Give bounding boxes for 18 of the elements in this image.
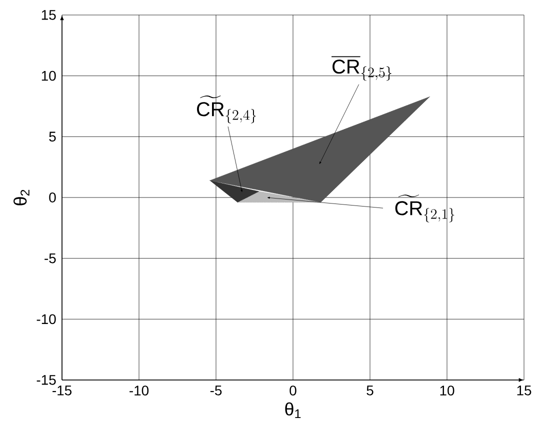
y-tick-label: -5 (44, 253, 56, 264)
y-tick-label: 10 (42, 70, 56, 81)
y-axis-title: θ$_{2}$ (14, 190, 30, 206)
y-tick-label: 0 (49, 192, 56, 202)
x-axis-title: θ$_{1}$ (285, 402, 301, 418)
annotation: $\widetilde{\mathrm{CR}}_{\{2,1\}}$ (395, 194, 454, 222)
annotation: $\widetilde{\mathrm{CR}}_{\{2,4\}}$ (197, 96, 256, 124)
annotation: $\overline{\mathrm{CR}}_{\{2,5\}}$ (332, 56, 392, 81)
x-tick-label: -10 (130, 386, 149, 396)
y-tick-label: 5 (49, 132, 56, 142)
x-tick-label: 15 (517, 386, 532, 396)
y-tick-label: 15 (42, 10, 56, 20)
x-tick-label: 10 (440, 386, 454, 396)
x-tick-label: -5 (210, 386, 222, 396)
y-tick-label: -15 (36, 375, 56, 385)
x-tick-label: 5 (366, 386, 374, 396)
x-tick-label: 0 (290, 386, 296, 396)
y-tick-label: -10 (36, 314, 56, 324)
